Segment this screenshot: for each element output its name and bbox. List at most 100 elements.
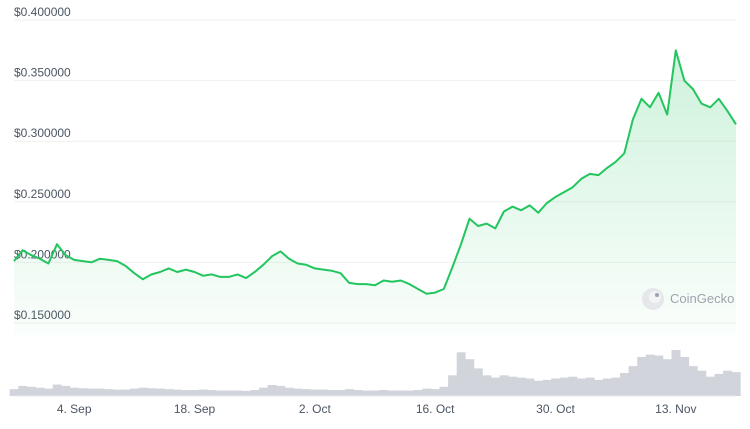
price-point — [615, 161, 617, 163]
price-point — [271, 255, 273, 257]
volume-bar — [422, 388, 432, 396]
price-point — [280, 250, 282, 252]
price-point — [176, 271, 178, 273]
volume-bar — [362, 390, 372, 396]
price-point — [357, 283, 359, 285]
volume-bar — [585, 377, 595, 396]
volume-bar — [155, 388, 165, 396]
volume-bar — [259, 387, 268, 396]
volume-bar — [104, 389, 114, 396]
volume-bar — [654, 355, 664, 396]
volume-bar — [491, 377, 500, 396]
volume-bar — [525, 378, 535, 396]
price-point — [683, 80, 685, 82]
price-point — [701, 103, 703, 105]
gecko-logo-icon — [642, 288, 664, 310]
volume-bar — [173, 389, 182, 396]
price-point — [598, 174, 600, 176]
price-point — [408, 283, 410, 285]
price-point — [151, 273, 153, 275]
volume-bar — [147, 388, 157, 396]
price-point — [503, 211, 505, 213]
volume-bar — [164, 389, 174, 396]
price-area-fill — [14, 50, 736, 336]
volume-bar — [87, 388, 97, 396]
price-point — [546, 202, 548, 204]
price-point — [520, 209, 522, 211]
price-point — [563, 191, 565, 193]
volume-bar — [413, 390, 423, 396]
price-point — [572, 186, 574, 188]
price-point — [297, 263, 299, 265]
volume-bar — [671, 350, 681, 396]
price-point — [168, 267, 170, 269]
y-tick-label: $0.400000 — [14, 5, 71, 19]
price-point — [718, 98, 720, 100]
volume-bar — [267, 385, 277, 396]
price-point — [486, 223, 488, 225]
volume-bar — [430, 389, 440, 396]
price-point — [494, 227, 496, 229]
volume-bars — [9, 350, 741, 396]
price-point — [709, 106, 711, 108]
volume-bar — [138, 387, 148, 396]
price-point — [374, 284, 376, 286]
price-point — [692, 88, 694, 90]
volume-bar — [688, 366, 698, 396]
x-tick-label: 2. Oct — [299, 402, 332, 416]
price-point — [219, 276, 221, 278]
volume-bar — [181, 390, 191, 396]
y-tick-label: $0.300000 — [14, 126, 71, 140]
volume-bar — [52, 384, 62, 396]
volume-bar — [714, 373, 724, 396]
volume-bar — [224, 390, 234, 396]
price-point — [641, 98, 643, 100]
volume-bar — [241, 390, 251, 396]
volume-bar — [534, 380, 543, 396]
volume-bar — [379, 390, 389, 396]
x-axis: 4. Sep 18. Sep 2. Oct 16. Oct 30. Oct 13. Nov — [57, 402, 697, 416]
volume-bar — [405, 390, 415, 396]
volume-bar — [731, 372, 741, 396]
volume-bar — [542, 379, 552, 396]
price-point — [56, 243, 58, 245]
volume-bar — [344, 389, 354, 396]
price-point — [666, 114, 668, 116]
price-point — [726, 110, 728, 112]
x-tick-label: 13. Nov — [655, 402, 696, 416]
price-point — [194, 271, 196, 273]
price-point — [383, 280, 385, 282]
watermark-text: CoinGecko — [670, 291, 734, 306]
y-tick-label: $0.350000 — [14, 66, 71, 80]
price-point — [116, 260, 118, 262]
price-point — [125, 265, 127, 267]
price-point — [202, 275, 204, 277]
price-point — [675, 49, 677, 51]
price-point — [632, 118, 634, 120]
price-point — [39, 258, 41, 260]
price-point — [228, 276, 230, 278]
price-point — [735, 123, 737, 125]
volume-bar — [645, 354, 655, 396]
price-point — [185, 269, 187, 271]
volume-bar — [276, 385, 286, 396]
volume-bar — [198, 389, 208, 396]
volume-bar — [69, 387, 79, 396]
price-point — [262, 264, 264, 266]
price-point — [254, 271, 256, 273]
price-point — [90, 261, 92, 263]
price-point — [13, 260, 15, 262]
volume-bar — [301, 389, 311, 396]
volume-bar — [439, 386, 449, 396]
price-point — [47, 263, 49, 265]
price-point — [331, 270, 333, 272]
volume-bar — [396, 390, 406, 396]
volume-bar — [697, 370, 707, 396]
volume-bar — [250, 390, 260, 396]
price-point — [82, 260, 84, 262]
price-point — [142, 278, 144, 280]
volume-bar — [293, 388, 303, 396]
x-tick-label: 30. Oct — [536, 402, 575, 416]
volume-bar — [130, 388, 139, 396]
